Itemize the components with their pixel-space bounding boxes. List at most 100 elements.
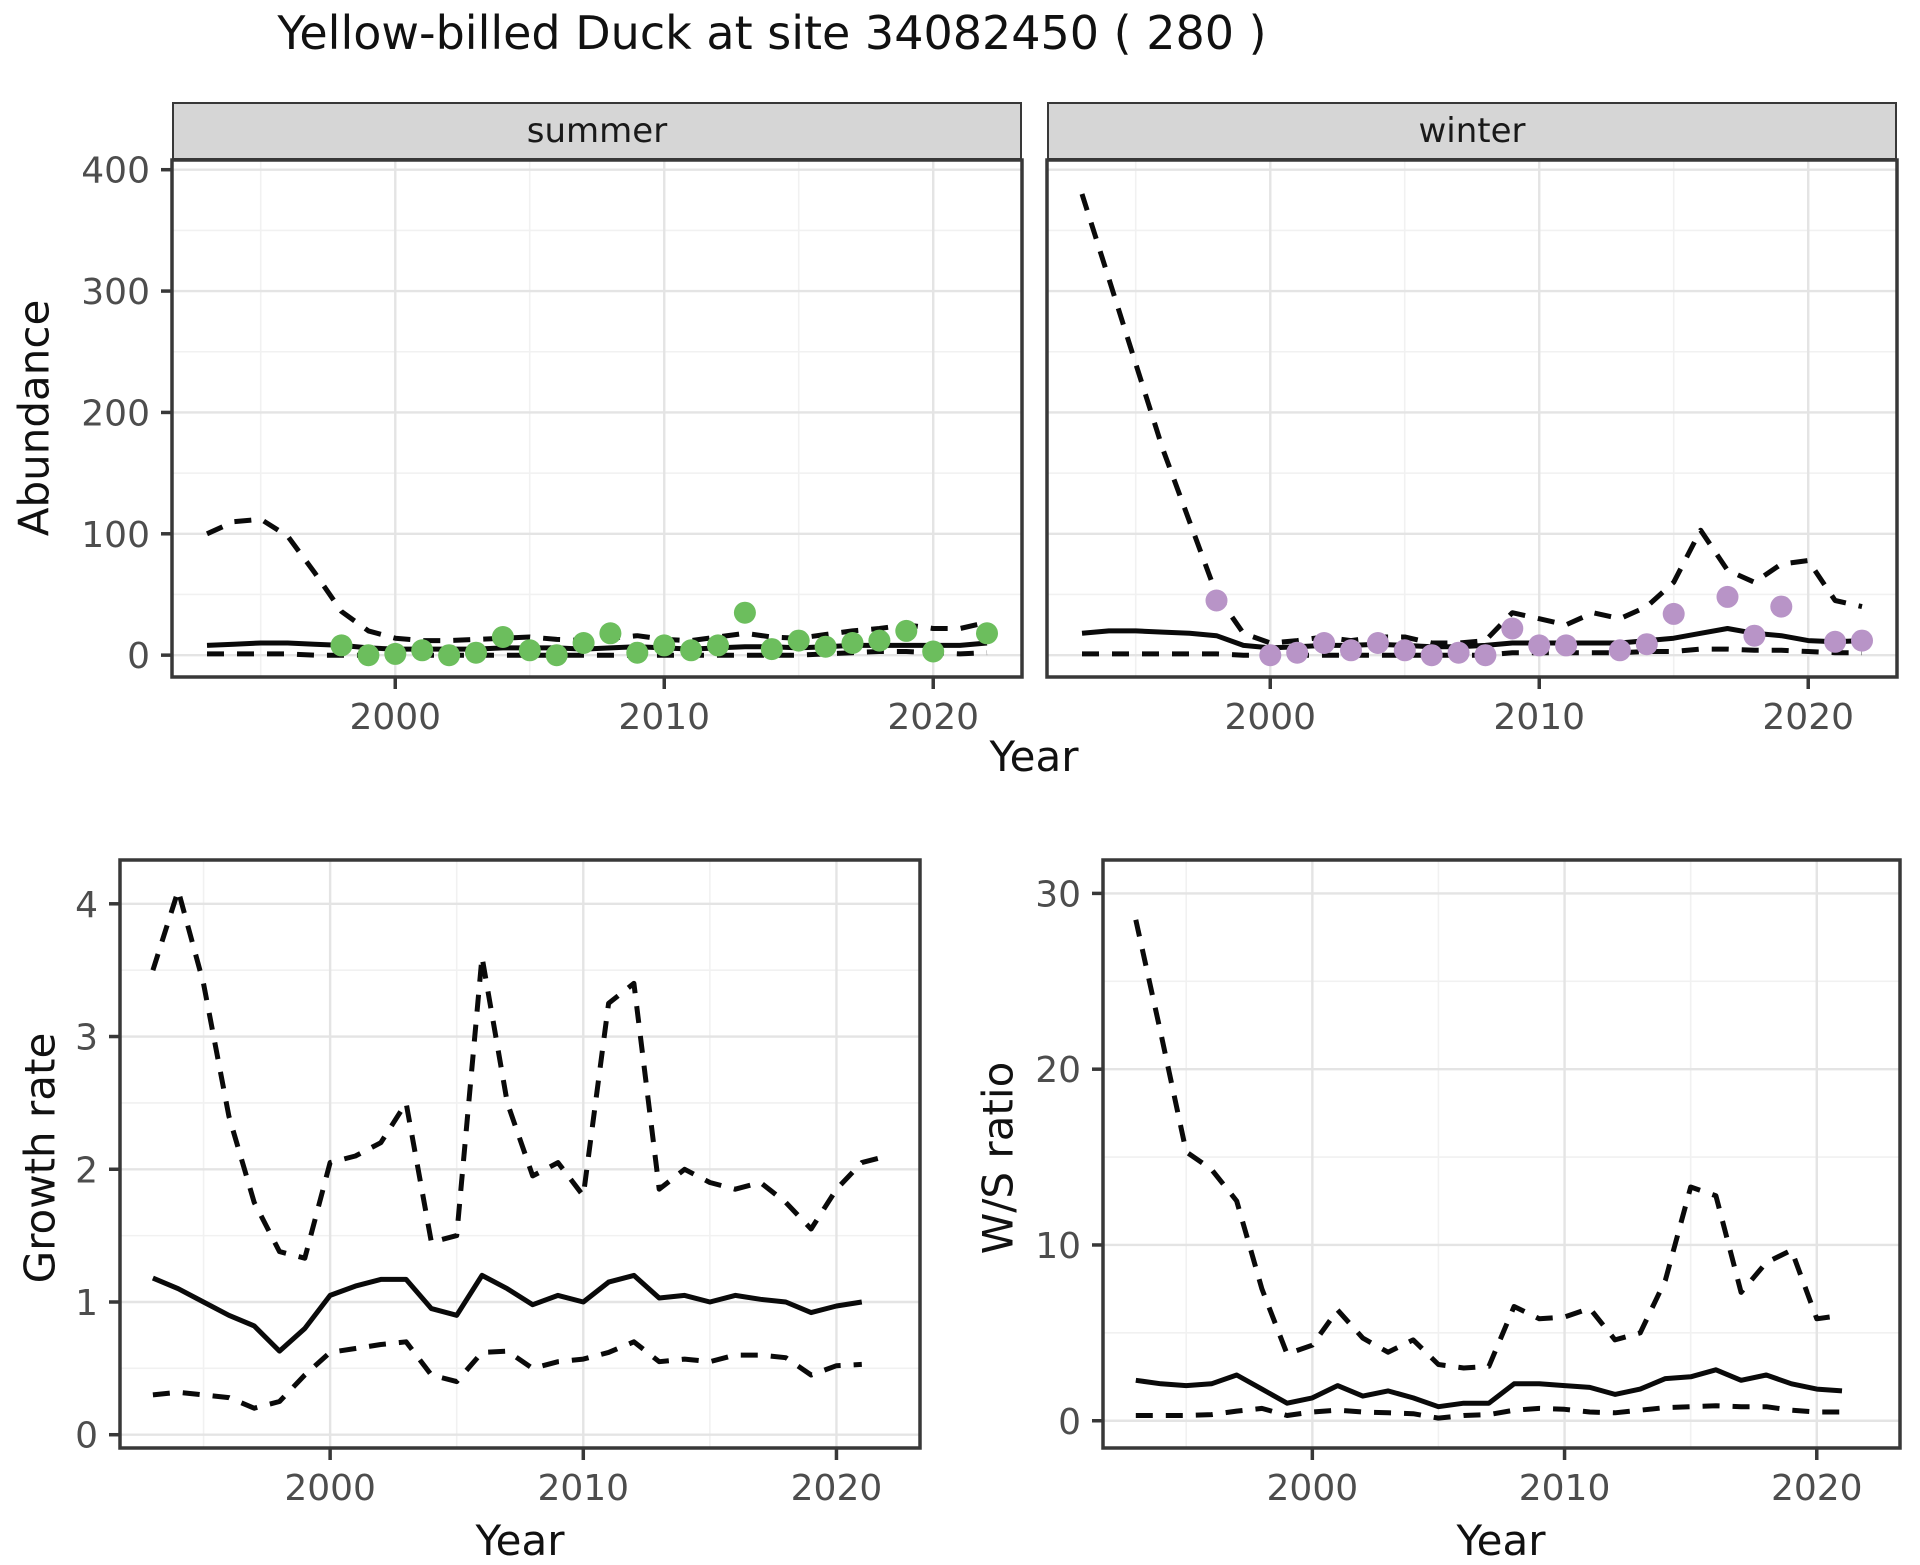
y-tick-label: 1 [75, 1283, 98, 1324]
ws-ratio-panel-border [1101, 858, 1902, 1450]
abundance-winter-observation-dot [1770, 595, 1793, 618]
abundance-winter-observation-dot [1259, 644, 1282, 667]
abundance-winter-panel: 2000 2010 2020 [1045, 158, 1899, 738]
abundance-summer-panel-border [170, 158, 1024, 679]
abundance-summer-observation-dot [895, 619, 918, 642]
growth-rate-panel-background [120, 860, 920, 1448]
x-tick-label: 2000 [349, 697, 441, 738]
y-tick-label: 100 [81, 515, 150, 556]
ws-ratio-panel: 0 10 20 30 2000 2010 2020 [1035, 858, 1902, 1509]
abundance-summer-observation-dot [976, 622, 998, 645]
x-tick-label: 2000 [1267, 1468, 1359, 1509]
abundance-summer-observation-dot [438, 644, 461, 667]
abundance-summer-observation-dot [518, 639, 541, 662]
abundance-summer-observation-dot [465, 641, 487, 664]
x-tick-label: 2010 [1519, 1468, 1611, 1509]
abundance-winter-panel-border [1045, 158, 1899, 679]
upper-confidence-line [150, 888, 888, 1261]
y-tick-label: 3 [75, 1018, 98, 1059]
x-tick-label: 2010 [1493, 697, 1585, 738]
abundance-summer-panel: 0 100 200 300 400 2000 2010 2020 [81, 151, 1024, 738]
abundance-summer-observation-dot [680, 639, 703, 662]
x-tick-label: 2020 [1762, 697, 1854, 738]
abundance-winter-observation-dot [1393, 639, 1416, 662]
y-tick-label: 30 [1035, 874, 1081, 915]
abundance-winter-observation-dot [1555, 634, 1578, 657]
abundance-x-axis-title: Year [989, 732, 1079, 781]
abundance-summer-observation-dot [626, 641, 649, 664]
abundance-winter-observation-dot [1635, 633, 1658, 656]
abundance-summer-observation-dot [572, 632, 595, 654]
upper-confidence-line [205, 516, 988, 644]
abundance-summer-observation-dot [491, 626, 514, 648]
y-tick-label: 200 [81, 393, 150, 434]
facet-strip-summer-label: summer [526, 111, 668, 151]
abundance-winter-observation-dot [1608, 639, 1631, 662]
chart-title: Yellow-billed Duck at site 34082450 ( 28… [277, 6, 1267, 60]
growth-rate-line [151, 1272, 863, 1354]
abundance-winter-observation-dot [1205, 589, 1228, 612]
y-tick-label: 0 [1058, 1402, 1081, 1443]
abundance-winter-observation-dot [1716, 585, 1739, 608]
abundance-winter-observation-dot [1824, 630, 1847, 653]
x-tick-label: 2020 [791, 1468, 883, 1509]
abundance-winter-observation-dot [1340, 639, 1362, 662]
upper-confidence-line [1079, 193, 1863, 646]
x-tick-label: 2000 [284, 1468, 376, 1509]
abundance-winter-observation-dot [1743, 624, 1766, 647]
x-tick-label: 2010 [537, 1468, 629, 1509]
abundance-summer-observation-dot [330, 634, 353, 657]
abundance-summer-observation-dot [384, 642, 407, 665]
abundance-winter-observation-dot [1474, 644, 1497, 667]
x-tick-label: 2010 [618, 697, 710, 738]
abundance-winter-observation-dot [1420, 644, 1443, 667]
abundance-winter-panel-background [1047, 160, 1897, 677]
abundance-summer-observation-dot [599, 622, 622, 645]
ws-ratio-x-axis-title: Year [1456, 1516, 1546, 1565]
y-tick-label: 20 [1035, 1050, 1081, 1091]
abundance-summer-observation-dot [545, 644, 568, 667]
abundance-winter-observation-dot [1286, 641, 1309, 664]
abundance-winter-observation-dot [1501, 617, 1524, 640]
ws-ratio-line [1135, 1367, 1843, 1410]
abundance-summer-panel-background [172, 160, 1022, 677]
growth-rate-y-axis-title: Growth rate [15, 1032, 65, 1284]
abundance-winter-observation-dot [1313, 632, 1336, 654]
abundance-summer-observation-dot [707, 634, 729, 657]
fitted-abundance-line [1081, 626, 1863, 651]
y-tick-label: 0 [127, 636, 150, 677]
ws-ratio-y-axis-title: W/S ratio [973, 1061, 1023, 1255]
facet-strip-winter: winter [1047, 102, 1897, 160]
y-tick-label: 0 [75, 1416, 98, 1457]
abundance-summer-observation-dot [760, 638, 783, 661]
abundance-winter-observation-dot [1851, 629, 1873, 652]
lower-confidence-line [1082, 646, 1862, 658]
x-tick-label: 2020 [1771, 1468, 1863, 1509]
x-tick-label: 2020 [887, 697, 979, 738]
abundance-summer-observation-dot [411, 639, 434, 662]
abundance-winter-observation-dot [1366, 632, 1389, 654]
abundance-summer-observation-dot [814, 635, 837, 658]
facet-strip-winter-label: winter [1418, 111, 1526, 151]
y-tick-label: 400 [81, 151, 150, 192]
facet-strip-summer: summer [172, 102, 1022, 160]
abundance-y-axis-title: Abundance [9, 299, 59, 537]
x-tick-label: 2000 [1224, 697, 1316, 738]
growth-rate-panel-border [118, 858, 922, 1450]
abundance-summer-observation-dot [653, 634, 676, 657]
y-tick-label: 2 [75, 1150, 98, 1191]
abundance-winter-observation-dot [1447, 641, 1470, 664]
abundance-summer-observation-dot [841, 632, 864, 654]
abundance-summer-observation-dot [733, 601, 756, 624]
upper-confidence-line [1133, 919, 1843, 1371]
ws-ratio-panel-background [1103, 860, 1900, 1448]
y-tick-label: 10 [1035, 1226, 1081, 1267]
abundance-summer-observation-dot [787, 629, 810, 652]
growth-rate-x-axis-title: Year [475, 1516, 565, 1565]
abundance-summer-observation-dot [868, 629, 891, 652]
y-tick-label: 4 [75, 885, 98, 926]
lower-confidence-line [152, 1339, 862, 1411]
abundance-summer-observation-dot [922, 640, 945, 663]
abundance-summer-observation-dot [357, 644, 380, 667]
y-tick-label: 300 [81, 272, 150, 313]
